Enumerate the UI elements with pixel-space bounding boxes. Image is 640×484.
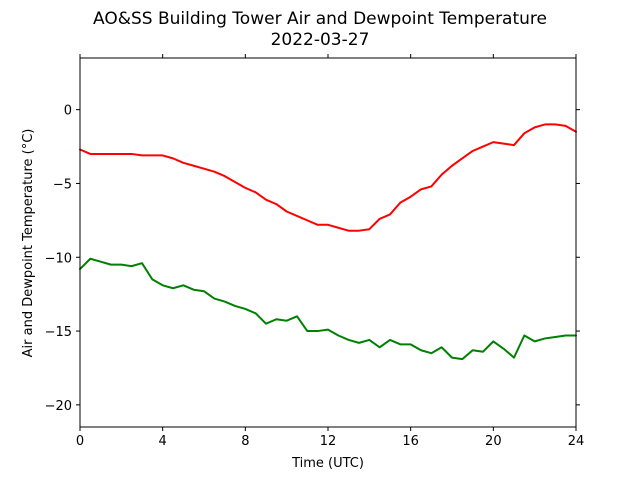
y-tick-label: −20 (45, 399, 72, 414)
x-axis-label: Time (UTC) (291, 456, 364, 471)
series-line-0 (79, 123, 577, 232)
axes-layer: 0 4 8 12 16 20 24 0 −5 −10 −15 −20 (45, 54, 585, 449)
x-tick-label: 16 (402, 434, 419, 449)
y-axis-label: Air and Dewpoint Temperature (°C) (21, 129, 36, 358)
x-tick-label: 24 (568, 434, 585, 449)
y-tick-label: −15 (45, 325, 72, 340)
x-tick-label: 0 (76, 434, 84, 449)
chart-title: AO&SS Building Tower Air and Dewpoint Te… (93, 9, 547, 29)
series-line-1 (79, 257, 577, 361)
chart-subtitle: 2022-03-27 (271, 30, 370, 50)
plot-background (80, 58, 576, 427)
series-layer (79, 123, 577, 361)
x-tick-label: 4 (159, 434, 167, 449)
y-tick-label: −5 (53, 177, 72, 192)
x-tick-label: 12 (320, 434, 337, 449)
y-tick-label: 0 (64, 104, 72, 119)
x-tick-label: 20 (485, 434, 502, 449)
x-tick-label: 8 (241, 434, 249, 449)
plot-area (80, 58, 576, 427)
y-tick-label: −10 (45, 251, 72, 266)
